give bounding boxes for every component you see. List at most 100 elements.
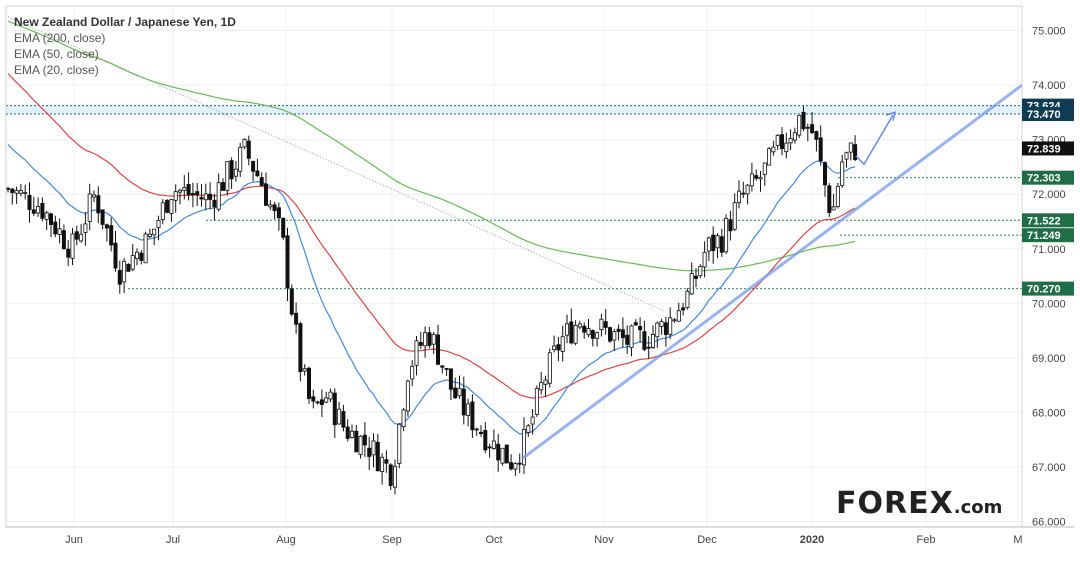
candle-body bbox=[590, 330, 595, 339]
ema-lines bbox=[7, 20, 856, 435]
candle-body bbox=[848, 142, 853, 153]
candle-body bbox=[728, 219, 733, 232]
candle-body bbox=[294, 312, 299, 325]
candle-body bbox=[792, 132, 797, 141]
candle-body bbox=[517, 462, 522, 465]
candle-body bbox=[96, 195, 101, 214]
ema200-line bbox=[7, 20, 856, 272]
candle-body bbox=[49, 213, 54, 225]
candle-body bbox=[595, 332, 600, 339]
x-tick-label: Oct bbox=[485, 534, 502, 546]
candle-body bbox=[109, 225, 114, 246]
candle-body bbox=[805, 126, 810, 129]
candle-body bbox=[655, 322, 660, 338]
candle-body bbox=[281, 217, 286, 238]
y-tick-label: 71.000 bbox=[1032, 244, 1066, 256]
candle-body bbox=[509, 462, 514, 470]
candle-body bbox=[156, 219, 161, 228]
candle-body bbox=[306, 367, 311, 399]
y-tick-label: 68.000 bbox=[1032, 407, 1066, 419]
candle-body bbox=[539, 382, 544, 391]
candle-body bbox=[143, 233, 148, 264]
candle-body bbox=[66, 248, 71, 258]
y-tick-label: 67.000 bbox=[1032, 462, 1066, 474]
candle-body bbox=[384, 459, 389, 464]
candle-body bbox=[663, 322, 668, 335]
candle-body bbox=[651, 334, 656, 348]
candle-body bbox=[500, 447, 505, 464]
candle-body bbox=[74, 231, 79, 240]
rising-trendline bbox=[521, 83, 1023, 461]
candle-body bbox=[676, 310, 681, 322]
candle-body bbox=[40, 202, 45, 219]
resistance-band bbox=[6, 105, 1022, 115]
candle-body bbox=[844, 152, 849, 160]
candle-body bbox=[405, 380, 410, 412]
last-price-tag bbox=[1022, 141, 1074, 156]
candle-body bbox=[629, 325, 634, 348]
candle-body bbox=[362, 434, 367, 446]
candle-body bbox=[767, 148, 772, 166]
candle-body bbox=[810, 124, 815, 134]
y-tick-label: 72.000 bbox=[1032, 189, 1066, 201]
x-tick-label: Jul bbox=[166, 534, 180, 546]
candle-body bbox=[410, 366, 415, 380]
forex-logo: FOREX.com bbox=[836, 486, 1002, 521]
candle-body bbox=[302, 368, 307, 372]
y-tick-label: 66.000 bbox=[1032, 517, 1066, 529]
y-tick-label: 69.000 bbox=[1032, 353, 1066, 365]
candle-body bbox=[659, 321, 664, 327]
candle-body bbox=[840, 161, 845, 186]
horizontal-levels bbox=[6, 105, 1022, 290]
candle-body bbox=[483, 430, 488, 451]
candle-body bbox=[603, 321, 608, 328]
candle-body bbox=[233, 168, 238, 177]
candle-body bbox=[827, 185, 832, 213]
candle-body bbox=[315, 401, 320, 404]
candle-body bbox=[354, 430, 359, 453]
candle-body bbox=[504, 444, 509, 464]
candle-body bbox=[117, 269, 122, 285]
candle-body bbox=[569, 321, 574, 344]
candle-body bbox=[220, 182, 225, 191]
ema20-line bbox=[7, 143, 856, 435]
candle-body bbox=[577, 323, 582, 328]
candle-body bbox=[448, 368, 453, 390]
level-price-label: 70.270 bbox=[1027, 284, 1061, 296]
x-tick-label: Dec bbox=[697, 534, 717, 546]
candle-body bbox=[487, 446, 492, 449]
candle-body bbox=[44, 212, 49, 220]
candle-body bbox=[212, 199, 217, 208]
candle-body bbox=[92, 194, 97, 198]
candle-body bbox=[775, 134, 780, 146]
candle-body bbox=[113, 242, 118, 269]
candle-body bbox=[642, 331, 647, 350]
drawings bbox=[7, 16, 1023, 461]
candle-body bbox=[719, 236, 724, 253]
candle-body bbox=[513, 463, 518, 470]
x-tick-label: Aug bbox=[276, 534, 296, 546]
candle-body bbox=[431, 334, 436, 345]
candle-body bbox=[818, 137, 823, 162]
candle-body bbox=[522, 428, 527, 466]
candle-body bbox=[27, 194, 32, 210]
candle-body bbox=[771, 146, 776, 153]
candle-body bbox=[255, 170, 260, 177]
candle-body bbox=[79, 233, 84, 242]
candle-body bbox=[599, 318, 604, 331]
candle-body bbox=[358, 435, 363, 455]
x-tick-label: Feb bbox=[917, 534, 936, 546]
candle-body bbox=[31, 209, 36, 214]
plot-frame bbox=[5, 5, 1023, 528]
candle-body bbox=[130, 255, 135, 270]
candle-body bbox=[83, 223, 88, 233]
level-price-label: 72.303 bbox=[1027, 173, 1061, 185]
candle-body bbox=[560, 336, 565, 352]
candle-body bbox=[6, 187, 11, 190]
x-tick-label: Sep bbox=[382, 534, 402, 546]
candle-body bbox=[698, 266, 703, 277]
candle-body bbox=[53, 221, 58, 235]
legend-ema200: EMA (200, close) bbox=[14, 31, 106, 45]
candle-body bbox=[620, 329, 625, 339]
candle-body bbox=[337, 408, 342, 425]
